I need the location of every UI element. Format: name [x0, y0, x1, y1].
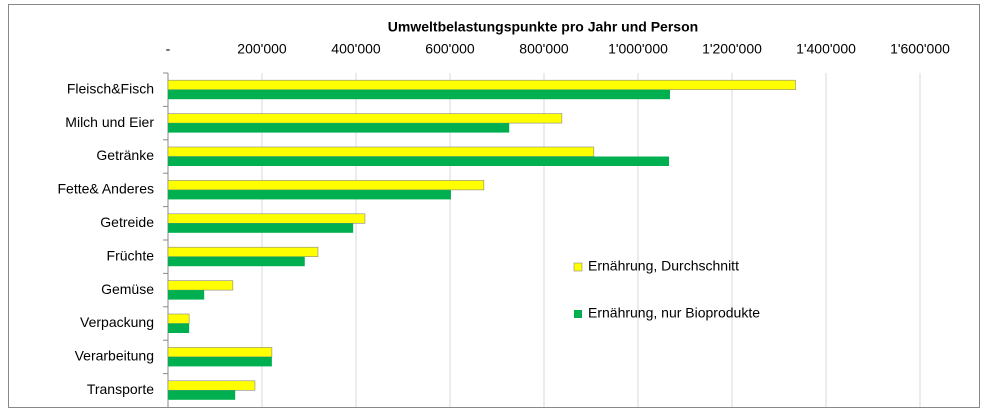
- y-tick-label: Transporte: [87, 381, 154, 397]
- y-tick-label: Getränke: [96, 147, 154, 163]
- x-tick-label: 1'600'000: [890, 41, 950, 57]
- x-tick-label: 1'000'000: [608, 41, 668, 57]
- bar: [168, 123, 510, 133]
- bar: [168, 390, 236, 400]
- bar: [167, 79, 796, 90]
- y-tick-label: Früchte: [107, 247, 155, 263]
- bar: [168, 323, 190, 333]
- x-tick-label: 200'000: [237, 41, 287, 57]
- bar: [168, 290, 205, 300]
- bar: [167, 113, 563, 124]
- y-tick-label: Verarbeitung: [75, 348, 154, 364]
- bar: [167, 246, 319, 257]
- bar: [167, 180, 485, 191]
- y-tick-label: Fette& Anderes: [57, 181, 154, 197]
- bar: [167, 280, 234, 291]
- bar: [167, 313, 190, 324]
- chart-title: Umweltbelastungspunkte pro Jahr und Pers…: [388, 19, 698, 35]
- x-tick-label: 1'400'000: [796, 41, 856, 57]
- x-tick-label: -: [166, 41, 171, 57]
- legend-swatch: [573, 262, 583, 272]
- bar: [167, 213, 366, 224]
- legend-label: Ernährung, Durchschnitt: [588, 258, 739, 274]
- bar: [168, 223, 354, 233]
- legend-swatch: [574, 310, 582, 318]
- chart-frame: [8, 4, 980, 408]
- x-tick-label: 800'000: [519, 41, 569, 57]
- x-tick-label: 600'000: [425, 41, 475, 57]
- bar: [168, 156, 670, 166]
- bar: [168, 189, 451, 200]
- x-tick-label: 1'200'000: [702, 41, 762, 57]
- bar: [167, 146, 595, 157]
- y-tick-label: Getreide: [100, 214, 154, 230]
- bar: [168, 89, 670, 100]
- x-tick-label: 400'000: [331, 41, 381, 57]
- legend-label: Ernährung, nur Bioprodukte: [588, 305, 760, 321]
- bar: [167, 347, 273, 358]
- bar: [167, 380, 256, 391]
- bar: [168, 356, 272, 367]
- y-tick-label: Gemüse: [101, 281, 154, 297]
- bar: [168, 256, 305, 267]
- y-tick-label: Milch und Eier: [65, 114, 154, 130]
- y-tick-label: Verpackung: [80, 314, 154, 330]
- y-tick-label: Fleisch&Fisch: [67, 80, 154, 96]
